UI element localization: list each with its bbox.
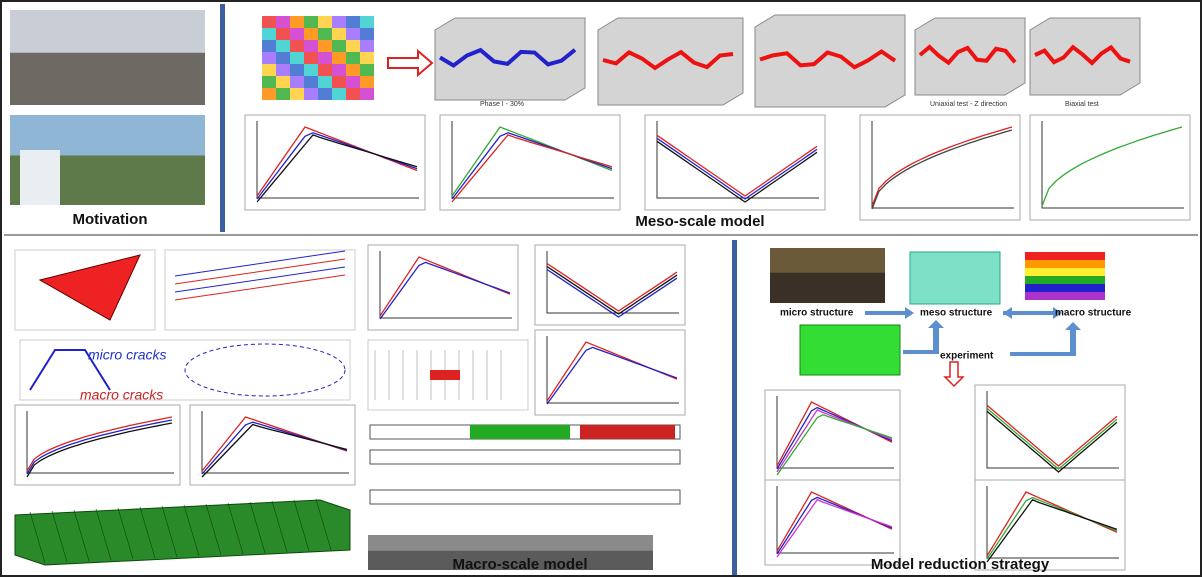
grain xyxy=(332,76,346,88)
grain xyxy=(346,16,360,28)
grain xyxy=(304,40,318,52)
grain xyxy=(346,88,360,100)
grain xyxy=(360,52,374,64)
grain xyxy=(332,40,346,52)
grain xyxy=(290,88,304,100)
grain xyxy=(262,40,276,52)
section-title: Meso-scale model xyxy=(635,213,764,230)
grain xyxy=(346,76,360,88)
crack-path xyxy=(430,370,460,380)
grain xyxy=(360,16,374,28)
grain xyxy=(304,88,318,100)
grain xyxy=(290,52,304,64)
grain xyxy=(318,76,332,88)
plot xyxy=(1030,115,1190,220)
specimen xyxy=(755,15,905,107)
annotation: macro cracks xyxy=(80,387,163,403)
grain xyxy=(262,64,276,76)
layer xyxy=(1025,284,1105,292)
grain xyxy=(304,28,318,40)
grain xyxy=(360,28,374,40)
meso-cube xyxy=(910,252,1000,304)
plot xyxy=(860,115,1020,220)
node-label: micro structure xyxy=(780,308,854,319)
beam xyxy=(370,490,680,504)
figure: Motivation Meso-scale model Macro-scale … xyxy=(0,0,1202,577)
grain xyxy=(290,16,304,28)
layer xyxy=(1025,268,1105,276)
grain xyxy=(318,16,332,28)
grain xyxy=(318,40,332,52)
layer xyxy=(1025,252,1105,260)
grain xyxy=(262,52,276,64)
divider xyxy=(220,4,225,232)
section-title: Model reduction strategy xyxy=(871,556,1050,573)
green-sample xyxy=(800,325,900,375)
grain xyxy=(360,64,374,76)
grain xyxy=(290,40,304,52)
grain xyxy=(360,40,374,52)
section-title: Motivation xyxy=(73,211,148,228)
grain xyxy=(304,16,318,28)
photo-detail xyxy=(770,273,885,303)
caption: Uniaxial test - Z direction xyxy=(930,101,1007,108)
beam-zone xyxy=(470,425,570,439)
grain xyxy=(332,28,346,40)
grain xyxy=(262,28,276,40)
grain xyxy=(290,64,304,76)
grain xyxy=(346,64,360,76)
layer xyxy=(1025,276,1105,284)
grain xyxy=(262,76,276,88)
node-label: macro structure xyxy=(1055,308,1132,319)
grain xyxy=(276,28,290,40)
grain xyxy=(290,28,304,40)
photo-detail xyxy=(10,53,205,105)
grain xyxy=(360,88,374,100)
grain xyxy=(332,88,346,100)
grain xyxy=(276,16,290,28)
grain xyxy=(346,40,360,52)
grain xyxy=(318,64,332,76)
grain xyxy=(346,28,360,40)
beam xyxy=(370,450,680,464)
grain xyxy=(360,76,374,88)
grain xyxy=(304,64,318,76)
grain xyxy=(332,16,346,28)
grain xyxy=(290,76,304,88)
grain xyxy=(276,88,290,100)
caption: Phase I - 30% xyxy=(480,101,524,108)
node-label: experiment xyxy=(940,351,994,362)
waterfall xyxy=(20,150,60,205)
grain xyxy=(262,88,276,100)
node-label: meso structure xyxy=(920,308,993,319)
annotation: micro cracks xyxy=(88,347,167,363)
grain xyxy=(262,16,276,28)
grain xyxy=(304,52,318,64)
grain xyxy=(332,64,346,76)
section-title: Macro-scale model xyxy=(452,556,587,573)
layer xyxy=(1025,260,1105,268)
grain xyxy=(318,28,332,40)
grain xyxy=(276,40,290,52)
grain xyxy=(276,76,290,88)
grain xyxy=(304,76,318,88)
beam-zone xyxy=(580,425,675,439)
caption: Biaxial test xyxy=(1065,101,1099,108)
divider xyxy=(4,234,1198,236)
grain xyxy=(276,52,290,64)
grain xyxy=(276,64,290,76)
grain xyxy=(318,88,332,100)
grain xyxy=(346,52,360,64)
divider xyxy=(732,240,737,575)
grain xyxy=(318,52,332,64)
grain xyxy=(332,52,346,64)
layer xyxy=(1025,292,1105,300)
